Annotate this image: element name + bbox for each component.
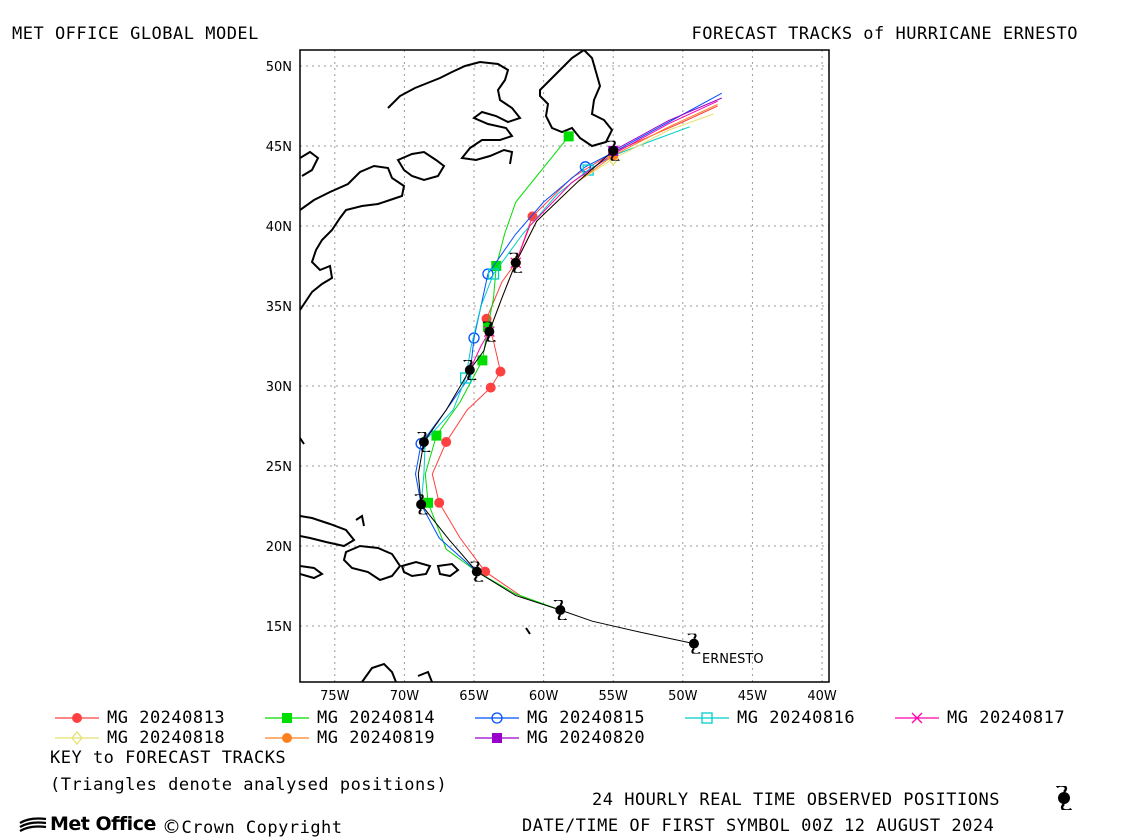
forecast-track-line [488, 113, 714, 332]
storm-name-label: ERNESTO [702, 652, 764, 667]
legend-swatch [265, 713, 309, 723]
legend-item: MG 20240820 [475, 728, 645, 748]
lat-lon-grid [300, 50, 829, 682]
forecast-position-marker [431, 430, 442, 441]
copyright: ©Crown Copyright [162, 816, 343, 838]
legend-label: MG 20240820 [527, 728, 646, 748]
observed-track-line [417, 150, 695, 645]
legend-label: MG 20240818 [107, 728, 226, 748]
legend-marker [282, 733, 292, 743]
forecast-track-line [424, 136, 570, 611]
lon-tick-label: 40W [807, 689, 837, 704]
first-symbol-date-label: DATE/TIME OF FIRST SYMBOL 00Z 12 AUGUST … [522, 816, 995, 836]
forecast-position-marker [480, 566, 491, 577]
legend-marker [491, 712, 503, 724]
lon-tick-label: 45W [738, 689, 768, 704]
lat-tick-label: 30N [266, 380, 292, 395]
legend-item: MG 20240817 [895, 708, 1065, 728]
hurricane-symbol-icon [469, 561, 484, 582]
legend-swatch [475, 733, 519, 743]
lon-tick-label: 60W [529, 689, 559, 704]
legend-label: MG 20240819 [317, 728, 436, 748]
legend-swatch [895, 712, 939, 724]
legend-swatch [475, 712, 519, 724]
legend-marker [911, 712, 923, 724]
lat-tick-label: 50N [266, 60, 292, 75]
forecast-position-marker [495, 366, 506, 377]
lon-tick-label: 65W [459, 689, 489, 704]
model-title: MET OFFICE GLOBAL MODEL [12, 24, 259, 44]
forecast-position-marker [491, 261, 502, 271]
hurricane-symbol-icon [553, 600, 568, 620]
legend-marker [701, 712, 713, 724]
legend-item: MG 20240819 [265, 728, 435, 748]
logo-text: Met Office [50, 813, 156, 835]
hurricane-symbol-icon [1055, 786, 1073, 810]
legend-label: MG 20240816 [737, 708, 856, 728]
forecast-position-marker [485, 382, 496, 393]
met-office-logo: Met Office [18, 813, 156, 835]
lon-tick-label: 55W [599, 689, 629, 704]
lat-tick-label: 25N [266, 460, 292, 475]
forecast-position-marker [434, 497, 445, 508]
coastlines [300, 50, 614, 682]
forecast-track-line [469, 100, 718, 371]
legend-marker [282, 713, 292, 723]
legend-swatch [685, 712, 729, 724]
map-frame [299, 49, 830, 683]
legend-label: MG 20240817 [947, 708, 1066, 728]
lon-tick-label: 70W [390, 689, 420, 704]
forecast-position-marker [563, 131, 574, 142]
chart-title: FORECAST TRACKS of HURRICANE ERNESTO [691, 24, 1078, 44]
lat-tick-label: 40N [266, 220, 292, 235]
forecast-position-marker [487, 268, 500, 280]
legend-label: MG 20240815 [527, 708, 646, 728]
forecast-tracks [414, 92, 723, 611]
forecast-track-line [414, 92, 723, 572]
legend-item: MG 20240818 [55, 728, 225, 748]
lat-tick-label: 15N [266, 620, 292, 635]
forecast-track-line [612, 97, 722, 152]
key-title: KEY to FORECAST TRACKS [50, 748, 287, 768]
legend-label: MG 20240814 [317, 708, 436, 728]
legend-marker [71, 730, 83, 746]
lon-tick-label: 75W [320, 689, 350, 704]
observed-positions [414, 140, 701, 654]
legend-item: MG 20240814 [265, 708, 435, 728]
forecast-position-marker [441, 437, 452, 447]
copyright-symbol: © [162, 816, 182, 838]
key-note: (Triangles denote analysed positions) [50, 775, 448, 795]
legend-marker [492, 733, 502, 743]
forecast-position-marker [477, 355, 488, 366]
forecast-track-line [420, 126, 690, 505]
copyright-text: Crown Copyright [181, 818, 343, 838]
legend-label: MG 20240813 [107, 708, 226, 728]
legend-marker [72, 713, 82, 723]
hurricane-symbol-icon [686, 633, 701, 654]
legend-swatch [55, 713, 99, 723]
lon-tick-label: 50W [668, 689, 698, 704]
met-office-logo-icon [19, 816, 47, 832]
legend-swatch [265, 733, 309, 743]
forecast-position-marker [527, 211, 538, 222]
observed-positions-label: 24 HOURLY REAL TIME OBSERVED POSITIONS [592, 790, 1000, 810]
legend-item: MG 20240815 [475, 708, 645, 728]
lat-tick-label: 35N [266, 300, 292, 315]
legend-item: MG 20240816 [685, 708, 855, 728]
lat-tick-label: 45N [266, 140, 292, 155]
forecast-position-marker [460, 372, 472, 384]
forecast-position-marker [423, 497, 434, 508]
legend-item: MG 20240813 [55, 708, 225, 728]
lat-tick-label: 20N [266, 540, 292, 555]
legend-swatch [55, 730, 99, 746]
